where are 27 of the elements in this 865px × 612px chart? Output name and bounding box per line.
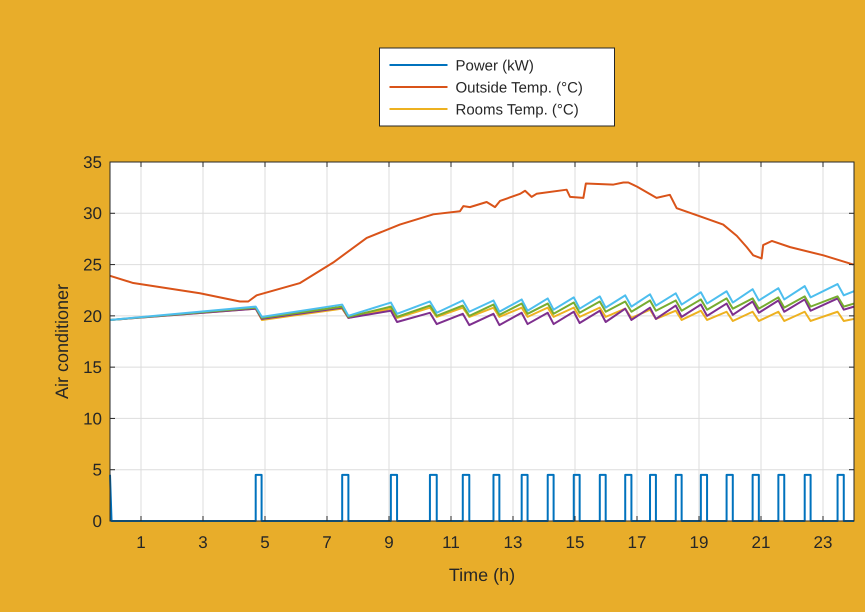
legend-label: Power (kW) xyxy=(456,57,534,74)
x-tick-label: 19 xyxy=(690,533,708,552)
x-tick-label: 3 xyxy=(198,533,208,552)
line-series xyxy=(109,283,855,321)
x-tick-label: 17 xyxy=(628,533,646,552)
x-tick-label: 5 xyxy=(260,533,270,552)
x-tick-label: 1 xyxy=(136,533,146,552)
x-tick-label: 11 xyxy=(442,533,460,552)
y-tick-label: 10 xyxy=(83,409,102,428)
y-tick-label: 30 xyxy=(83,204,102,224)
x-tick-label: 7 xyxy=(322,533,332,552)
y-tick-label: 25 xyxy=(83,256,102,275)
legend-label: Rooms Temp. (°C) xyxy=(456,101,579,118)
y-tick-label: 15 xyxy=(83,358,102,378)
x-tick-label: 9 xyxy=(384,533,394,552)
y-tick-label: 20 xyxy=(83,306,102,326)
legend-label: Outside Temp. (°C) xyxy=(456,79,583,96)
y-tick-label: 5 xyxy=(92,460,102,480)
y-axis-title: Air conditioner xyxy=(52,284,72,400)
y-tick-label: 35 xyxy=(83,152,102,172)
x-tick-label: 15 xyxy=(566,533,584,552)
y-tick-label: 0 xyxy=(92,512,102,531)
line-series xyxy=(109,182,854,302)
x-tick-label: 13 xyxy=(504,533,522,552)
x-tick-label: 21 xyxy=(752,533,770,552)
x-axis-title: Time (h) xyxy=(448,565,516,585)
x-tick-label: 23 xyxy=(814,533,832,552)
